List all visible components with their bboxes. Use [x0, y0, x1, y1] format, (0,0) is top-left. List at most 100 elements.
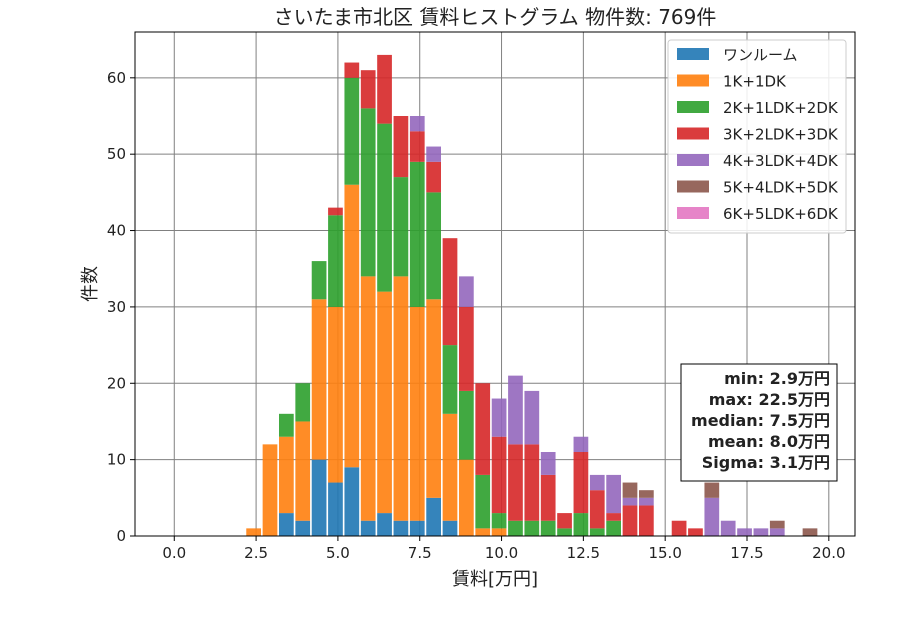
histogram-bar: [377, 54, 392, 124]
histogram-bar: [720, 520, 736, 536]
bars: [246, 54, 818, 536]
histogram-bar: [524, 520, 540, 536]
histogram-bar: [409, 116, 425, 132]
legend-label: 3K+2LDK+3DK: [723, 126, 839, 144]
x-tick-label: 10.0: [485, 544, 518, 562]
x-tick-label: 7.5: [408, 544, 432, 562]
histogram-bar: [393, 520, 409, 536]
histogram-bar: [557, 528, 572, 536]
legend-swatch: [677, 48, 709, 60]
stats-line: Sigma: 3.1万円: [702, 453, 830, 472]
histogram-bar: [753, 528, 769, 536]
histogram-bar: [589, 528, 605, 536]
histogram-bar: [328, 215, 343, 307]
x-tick-label: 5.0: [326, 544, 350, 562]
histogram-bar: [475, 528, 491, 536]
histogram-bar: [769, 528, 785, 536]
histogram-bar: [508, 520, 523, 536]
chart-title: さいたま市北区 賃料ヒストグラム 物件数: 769件: [274, 5, 717, 29]
histogram-bar: [344, 467, 360, 536]
histogram-bar: [426, 497, 441, 536]
histogram-bar: [344, 77, 360, 185]
histogram-bar: [459, 276, 474, 307]
y-tick-label: 10: [107, 451, 126, 469]
x-tick-label: 17.5: [730, 544, 763, 562]
histogram-bar: [295, 421, 311, 521]
histogram-bar: [459, 390, 474, 460]
histogram-bar: [442, 345, 458, 414]
histogram-bar: [704, 497, 720, 536]
histogram-bar: [606, 474, 621, 514]
histogram-bar: [524, 390, 540, 445]
histogram-bar: [311, 261, 327, 300]
stats-line: mean: 8.0万円: [708, 432, 830, 451]
histogram-bar: [328, 482, 343, 536]
x-tick-label: 20.0: [812, 544, 845, 562]
histogram-bar: [311, 299, 327, 460]
histogram-bar: [360, 70, 376, 109]
histogram-bar: [557, 513, 572, 529]
histogram-bar: [589, 474, 605, 491]
histogram-bar: [377, 513, 392, 536]
histogram-bar: [442, 238, 458, 346]
histogram-bar: [360, 108, 376, 277]
y-tick-label: 0: [116, 527, 126, 545]
legend-swatch: [677, 127, 709, 140]
histogram-bar: [393, 276, 409, 521]
histogram-bar: [377, 123, 392, 292]
histogram-bar: [622, 505, 638, 536]
histogram-bar: [262, 444, 278, 536]
histogram-bar: [491, 436, 507, 514]
histogram-bar: [246, 528, 261, 536]
histogram-bar: [704, 482, 720, 498]
histogram-bar: [639, 505, 654, 536]
histogram-bar: [491, 528, 507, 536]
histogram-bar: [426, 192, 441, 300]
histogram-bar: [573, 452, 589, 514]
legend-box: [667, 39, 847, 234]
legend-swatch: [677, 207, 709, 219]
legend-label: 1K+1DK: [723, 73, 787, 91]
histogram-bar: [295, 520, 311, 536]
histogram-bar: [540, 452, 556, 475]
histogram-bar: [409, 131, 425, 162]
stats-line: max: 22.5万円: [709, 390, 830, 409]
histogram-bar: [671, 520, 687, 536]
legend: ワンルーム 1K+1DK 2K+1LDK+2DK 3K+2LDK+3DK 4K+3LDK…: [667, 39, 847, 234]
histogram-bar: [540, 520, 556, 536]
histogram-bar: [573, 436, 589, 452]
histogram-bar: [393, 177, 409, 277]
histogram-bar: [409, 520, 425, 536]
x-tick-label: 15.0: [648, 544, 681, 562]
histogram-bar: [344, 62, 360, 78]
histogram-bar: [524, 444, 540, 521]
x-tick-label: 2.5: [244, 544, 268, 562]
histogram-bar: [311, 459, 327, 536]
histogram-bar: [589, 490, 605, 529]
legend-label: 5K+4LDK+5DK: [723, 179, 839, 197]
histogram-bar: [622, 482, 638, 498]
x-tick-label: 12.5: [567, 544, 600, 562]
stats-box-frame: [680, 363, 838, 482]
legend-swatch: [677, 180, 709, 193]
histogram-bar: [475, 474, 491, 529]
histogram-bar: [491, 398, 507, 437]
histogram-bar: [639, 490, 654, 498]
histogram-bar: [802, 528, 818, 536]
y-tick-label: 50: [107, 145, 126, 163]
histogram-bar: [769, 520, 785, 529]
histogram-bar: [426, 299, 441, 498]
legend-swatch: [677, 101, 709, 113]
histogram-bar: [360, 520, 376, 536]
x-tick-label: 0.0: [162, 544, 186, 562]
histogram-bar: [426, 146, 441, 162]
stats-line: median: 7.5万円: [691, 411, 830, 430]
histogram-bar: [508, 444, 523, 521]
plot-frame: [134, 31, 856, 537]
y-tick-label: 40: [107, 222, 126, 240]
axis-ticks: 0.0 2.5 5.0 7.5 10.0 12.5 15.0 17.5 20.0 0 10 20 30 4…: [107, 69, 846, 562]
x-axis-label: 賃料[万円]: [452, 569, 538, 590]
stats-box: min: 2.9万円 max: 22.5万円 median: 7.5万円 mean: …: [680, 363, 838, 482]
histogram-bar: [491, 513, 507, 529]
histogram-bar: [737, 528, 752, 536]
